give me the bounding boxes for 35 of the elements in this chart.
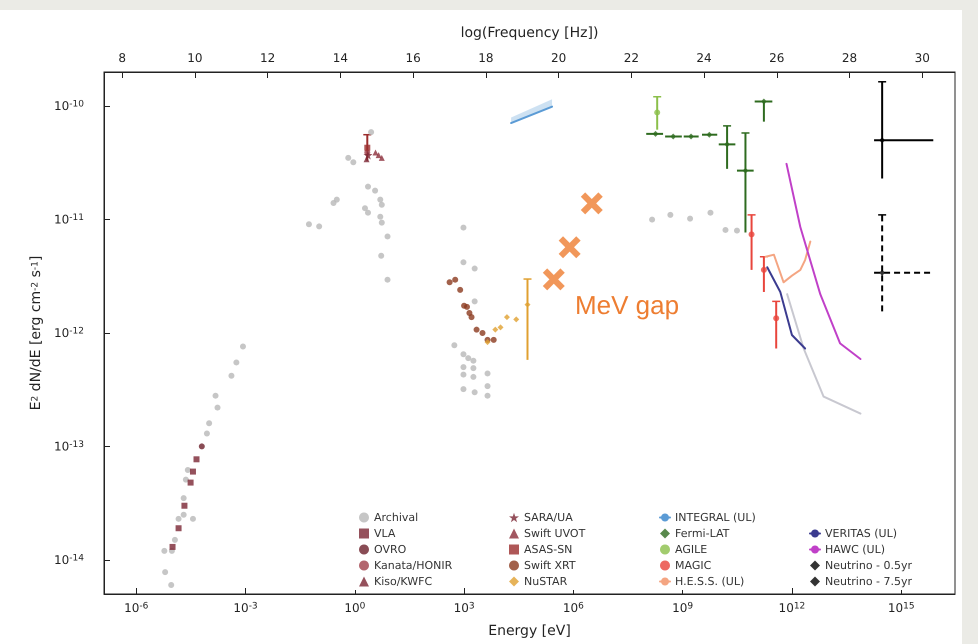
x2-tick-label: 28 (842, 51, 858, 65)
x2-tick-label: 20 (550, 51, 566, 65)
legend-label: SARA/UA (524, 511, 574, 524)
x2-tick-label: 22 (624, 51, 639, 65)
legend-label: Archival (374, 511, 418, 524)
legend-label: Swift UVOT (524, 527, 586, 540)
legend-label: H.E.S.S. (UL) (675, 575, 744, 588)
legend-label: AGILE (675, 543, 708, 556)
x2-tick-label: 8 (118, 51, 126, 65)
legend-label: MAGIC (675, 559, 712, 572)
x2-tick-label: 16 (405, 51, 421, 65)
legend-label: HAWC (UL) (825, 543, 886, 556)
x2-tick-label: 18 (478, 51, 494, 65)
annotation: MeV gap (575, 290, 680, 320)
legend-label: Kanata/HONIR (374, 559, 453, 572)
x-axis-title: Energy [eV] (488, 623, 571, 639)
x2-axis-title: log(Frequency [Hz]) (460, 25, 598, 41)
legend-label: VLA (374, 527, 396, 540)
x2-tick-label: 26 (769, 51, 784, 65)
legend-label: Kiso/KWFC (374, 575, 432, 588)
x2-tick-label: 12 (260, 51, 276, 65)
x2-tick-label: 10 (187, 51, 203, 65)
x2-tick-label: 24 (696, 51, 712, 65)
legend-label: Neutrino - 0.5yr (825, 559, 913, 572)
y-axis-title: E2 dN/dE [erg cm-2 s-1] (28, 256, 44, 410)
legend-label: NuSTAR (524, 575, 568, 588)
legend-label: OVRO (374, 543, 407, 556)
legend-label: Fermi-LAT (675, 527, 730, 540)
legend-label: ASAS-SN (524, 543, 572, 556)
x2-tick-label: 14 (332, 51, 348, 65)
legend-label: Swift XRT (524, 559, 576, 572)
legend-label: VERITAS (UL) (825, 527, 897, 540)
x2-tick-label: 30 (914, 51, 930, 65)
legend-label: Neutrino - 7.5yr (825, 575, 913, 588)
legend-label: INTEGRAL (UL) (675, 511, 756, 524)
